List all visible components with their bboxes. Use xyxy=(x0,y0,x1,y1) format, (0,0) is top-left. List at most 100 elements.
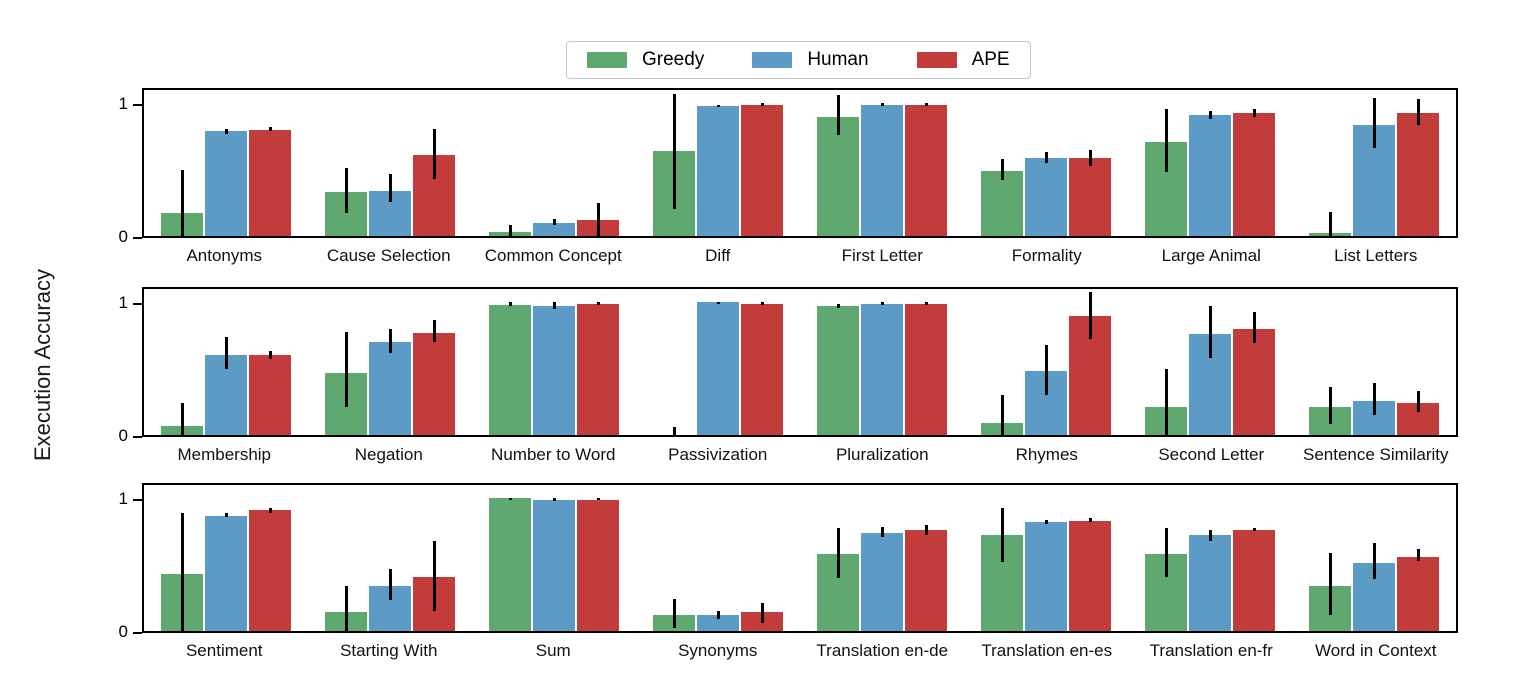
x-tick-label: Sum xyxy=(535,641,571,660)
x-tick-label: Sentence Similarity xyxy=(1302,445,1449,464)
bar-human-translation-en-fr xyxy=(1189,535,1231,631)
error-bar xyxy=(1372,383,1376,416)
error-bar xyxy=(716,611,720,620)
y-tick-mark xyxy=(133,436,142,438)
plot-area xyxy=(144,289,1456,435)
legend-entry-greedy: Greedy xyxy=(587,49,704,71)
x-tick-label: Number to Word xyxy=(491,445,616,464)
bar-human-negation xyxy=(369,342,411,435)
bar-human-formality xyxy=(1025,157,1067,236)
bar-ape-translation-en-de xyxy=(905,530,947,631)
bar-ape-translation-en-es xyxy=(1069,520,1111,631)
error-bar xyxy=(508,225,512,236)
bar-greedy-formality xyxy=(981,170,1023,236)
bar-ape-membership xyxy=(249,355,291,435)
y-tick-mark xyxy=(133,303,142,306)
x-tick-label: Translation en-fr xyxy=(1149,641,1273,660)
error-bar xyxy=(344,585,348,631)
x-tick-label: Large Animal xyxy=(1161,246,1261,265)
bar-ape-antonyms xyxy=(249,129,291,236)
error-bar xyxy=(1088,291,1092,340)
error-bar xyxy=(924,103,928,106)
error-bar xyxy=(1164,527,1168,577)
error-bar xyxy=(432,128,436,179)
error-bar xyxy=(596,202,600,236)
error-bar xyxy=(1252,527,1256,532)
error-bar xyxy=(508,302,512,307)
bar-ape-translation-en-fr xyxy=(1233,530,1275,631)
bar-ape-sum xyxy=(577,499,619,631)
bar-ape-formality xyxy=(1069,157,1111,236)
error-bar xyxy=(760,603,764,624)
y-tick-label: 1 xyxy=(118,489,128,509)
bar-ape-number-to-word xyxy=(577,303,619,435)
error-bar xyxy=(836,527,840,578)
error-bar xyxy=(716,104,720,108)
error-bar xyxy=(224,128,228,134)
x-tick-label: Sentiment xyxy=(185,641,263,660)
x-tick-label: List Letters xyxy=(1334,246,1418,265)
bar-human-number-to-word xyxy=(533,306,575,435)
error-bar xyxy=(1252,108,1256,117)
error-bar xyxy=(1044,344,1048,396)
error-bar xyxy=(344,168,348,214)
error-bar xyxy=(432,319,436,343)
error-bar xyxy=(552,498,556,501)
error-bar xyxy=(224,512,228,517)
bar-ape-first-letter xyxy=(905,104,947,236)
error-bar xyxy=(880,302,884,305)
error-bar xyxy=(1000,395,1004,435)
error-bar xyxy=(432,540,436,612)
error-bar xyxy=(672,427,676,435)
x-tick-label: Antonyms xyxy=(186,246,263,265)
bar-human-translation-en-de xyxy=(861,532,903,631)
error-bar xyxy=(1372,97,1376,149)
y-tick-label: 1 xyxy=(118,293,128,313)
plot-area xyxy=(144,485,1456,631)
error-bar xyxy=(224,336,228,369)
x-tick-label: Synonyms xyxy=(678,641,758,660)
y-tick-label: 1 xyxy=(118,94,128,114)
y-axis-label: Execution Accuracy xyxy=(30,269,55,461)
bar-ape-list-letters xyxy=(1397,112,1439,236)
error-bar xyxy=(836,95,840,136)
y-tick-mark xyxy=(133,104,142,107)
bar-ape-sentiment xyxy=(249,510,291,631)
y-tick-mark xyxy=(133,632,142,634)
bar-human-antonyms xyxy=(205,131,247,236)
x-tick-label: Word in Context xyxy=(1314,641,1437,660)
y-tick-label: 0 xyxy=(118,426,128,445)
x-tick-label: Translation en-es xyxy=(981,641,1113,660)
error-bar xyxy=(880,527,884,537)
legend-swatch-ape xyxy=(916,52,957,68)
error-bar xyxy=(1000,159,1004,181)
x-tick-label: Translation en-de xyxy=(816,641,949,660)
bar-human-common-concept xyxy=(533,222,575,236)
error-bar xyxy=(1252,311,1256,344)
error-bar xyxy=(388,173,392,202)
x-tick-label: Negation xyxy=(354,445,423,464)
error-bar xyxy=(1328,387,1332,425)
plot-area xyxy=(144,90,1456,236)
error-bar xyxy=(1088,149,1092,166)
x-tick-label: Pluralization xyxy=(835,445,929,464)
error-bar xyxy=(924,524,928,536)
error-bar xyxy=(1208,111,1212,120)
error-bar xyxy=(1416,548,1420,561)
y-tick-label: 0 xyxy=(118,622,128,641)
legend: Greedy Human APE xyxy=(566,41,1031,79)
bar-greedy-first-letter xyxy=(817,116,859,236)
x-tick-label: Cause Selection xyxy=(326,246,451,265)
error-bar xyxy=(1208,306,1212,359)
bar-human-membership xyxy=(205,355,247,435)
error-bar xyxy=(880,103,884,106)
error-bar xyxy=(1328,552,1332,616)
bar-ape-large-animal xyxy=(1233,112,1275,236)
bar-ape-negation xyxy=(413,332,455,435)
error-bar xyxy=(1416,99,1420,125)
error-bar xyxy=(596,497,600,500)
error-bar xyxy=(388,568,392,601)
